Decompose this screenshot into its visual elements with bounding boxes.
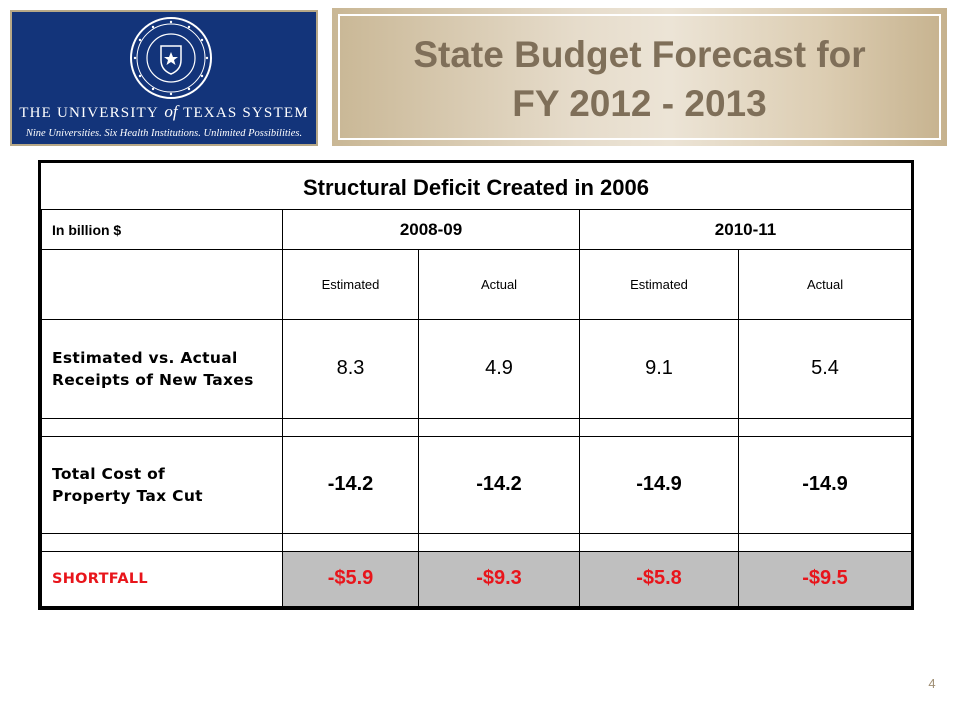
table-cell <box>282 417 419 437</box>
org-name-prefix: The University <box>19 105 159 121</box>
table-caption: Structural Deficit Created in 2006 <box>302 175 649 200</box>
table-cell <box>738 532 913 552</box>
table-row: Estimated Actual Estimated Actual <box>41 249 913 321</box>
shortfall-value: -$9.3 <box>417 550 581 608</box>
subheader-cell: Actual <box>738 249 913 321</box>
table-cell <box>41 249 283 321</box>
table-cell <box>41 417 283 437</box>
table-cell <box>417 417 581 437</box>
university-seal-icon <box>130 17 212 99</box>
period-header: 2008-09 <box>281 208 581 251</box>
table-cell <box>417 532 581 552</box>
value-cell: 9.1 <box>579 319 740 419</box>
shortfall-value: -$9.5 <box>738 550 913 608</box>
page-number: 4 <box>928 676 936 691</box>
row-label: Total Cost of Property Tax Cut <box>41 435 283 534</box>
organization-tagline: Nine Universities. Six Health Institutio… <box>25 128 303 139</box>
slide-title: State Budget Forecast for FY 2012 - 2013 <box>332 30 947 128</box>
title-banner: State Budget Forecast for FY 2012 - 2013 <box>332 8 947 146</box>
period-header: 2010-11 <box>579 208 913 251</box>
table-row: Estimated vs. Actual Receipts of New Tax… <box>41 319 913 419</box>
table-cell <box>282 532 419 552</box>
value-cell: -14.2 <box>417 435 581 534</box>
value-cell: -14.9 <box>738 435 913 534</box>
value-cell: -14.2 <box>282 435 419 534</box>
value-cell: 8.3 <box>282 319 419 419</box>
subheader-cell: Actual <box>417 249 581 321</box>
table-cell <box>738 417 913 437</box>
table-row <box>41 532 913 552</box>
org-name-suffix: Texas System <box>183 105 309 121</box>
shortfall-value: -$5.8 <box>579 550 740 608</box>
table-row: In billion $ 2008-09 2010-11 <box>41 208 913 251</box>
value-cell: 4.9 <box>417 319 581 419</box>
row-label: Estimated vs. Actual Receipts of New Tax… <box>41 319 283 419</box>
value-cell: 5.4 <box>738 319 913 419</box>
value-cell: -14.9 <box>579 435 740 534</box>
subheader-cell: Estimated <box>579 249 740 321</box>
table-grid: In billion $ 2008-09 2010-11 Estimated A… <box>41 208 913 608</box>
shortfall-value: -$5.9 <box>282 550 419 608</box>
table-row: SHORTFALL -$5.9 -$9.3 -$5.8 -$9.5 <box>41 550 913 608</box>
org-name-of: of <box>164 102 178 121</box>
table-cell <box>579 417 740 437</box>
shortfall-label: SHORTFALL <box>41 550 283 608</box>
unit-label: In billion $ <box>41 208 283 251</box>
table-cell <box>41 532 283 552</box>
subheader-cell: Estimated <box>282 249 419 321</box>
table-row <box>41 417 913 437</box>
organization-name: The University of Texas System <box>12 102 316 122</box>
structural-deficit-table: Structural Deficit Created in 2006 In bi… <box>38 160 914 610</box>
table-row: Total Cost of Property Tax Cut -14.2 -14… <box>41 435 913 534</box>
university-logo: The University of Texas System Nine Univ… <box>10 10 318 146</box>
slide-title-line-2: FY 2012 - 2013 <box>512 83 767 124</box>
title-banner-frame <box>338 14 941 140</box>
slide-title-line-1: State Budget Forecast for <box>413 34 866 75</box>
table-cell <box>579 532 740 552</box>
